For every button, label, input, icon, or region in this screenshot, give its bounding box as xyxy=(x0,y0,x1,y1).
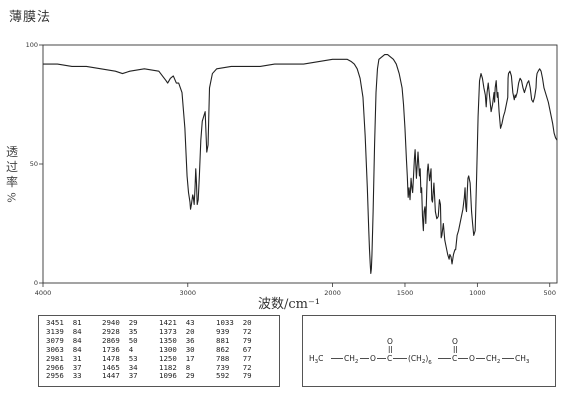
peak-row: 1350 36 xyxy=(159,335,195,345)
peak-row: 1182 8 xyxy=(159,362,191,372)
peak-row: 862 67 xyxy=(216,344,252,354)
peak-row: 2981 31 xyxy=(46,353,82,363)
peak-row: 2940 29 xyxy=(102,318,138,327)
x-tick-label: 2000 xyxy=(324,289,341,297)
formula-carbonyl-o-right: O xyxy=(452,337,458,346)
y-axis-title-char-1: 透 xyxy=(5,145,18,159)
structural-formula: H3C CH2 O C O (CH2)6 C O O CH2 CH3 xyxy=(309,337,530,366)
peak-column: 1421 43 1373 20 1350 36 1300 30 1250 17 … xyxy=(159,318,195,381)
peak-row: 592 79 xyxy=(216,371,252,381)
method-title: 薄膜法 xyxy=(9,10,52,25)
peak-row: 3079 84 xyxy=(46,335,82,345)
y-axis-title-char-3: 率 xyxy=(5,175,18,189)
y-tick-label: 0 xyxy=(34,279,38,287)
formula-h3c: H3C xyxy=(309,354,323,365)
peak-row: 2869 50 xyxy=(102,335,138,345)
y-tick-label: 100 xyxy=(26,41,38,49)
formula-carbonyl-c-left: C xyxy=(387,354,392,363)
peak-table: 3451 81 3139 84 3079 84 3063 84 2981 31 … xyxy=(38,315,280,387)
peak-row: 1447 37 xyxy=(102,371,138,381)
peak-row: 1373 20 xyxy=(159,326,195,336)
peak-column: 1033 20 939 72 881 79 862 67 788 77 739 … xyxy=(216,318,252,381)
y-axis-title-char-2: 过 xyxy=(5,160,18,174)
formula-carbonyl-o-left: O xyxy=(387,337,393,346)
peak-row: 1033 20 xyxy=(216,318,252,327)
formula-o-left: O xyxy=(370,354,376,363)
transmittance-series-line xyxy=(43,53,558,275)
peak-row: 1465 34 xyxy=(102,362,138,372)
peak-row: 739 72 xyxy=(216,362,252,372)
x-tick-label: 1500 xyxy=(397,289,414,297)
peak-row: 1421 43 xyxy=(159,318,195,327)
peak-row: 3063 84 xyxy=(46,344,82,354)
formula-ch3: CH3 xyxy=(515,354,530,365)
peak-row: 881 79 xyxy=(216,335,252,345)
x-axis-title: 波数/cm⁻¹ xyxy=(258,297,321,312)
peak-row: 939 72 xyxy=(216,326,252,336)
formula-ch2-right: CH2 xyxy=(486,354,500,365)
peak-row: 788 77 xyxy=(216,353,252,363)
peak-column: 3451 81 3139 84 3079 84 3063 84 2981 31 … xyxy=(46,318,82,381)
peak-column: 2940 29 2928 35 2869 50 1736 4 1478 53 1… xyxy=(102,318,138,381)
peak-row: 1478 53 xyxy=(102,353,138,363)
peak-row: 1300 30 xyxy=(159,344,195,354)
peak-row: 1096 29 xyxy=(159,371,195,381)
x-tick-label: 3000 xyxy=(180,289,197,297)
peak-row: 3451 81 xyxy=(46,318,82,327)
formula-o-right: O xyxy=(469,354,475,363)
y-axis-title: 透 过 率 % xyxy=(2,145,22,205)
y-tick-label: 50 xyxy=(30,160,38,168)
x-tick-label: 4000 xyxy=(35,289,52,297)
x-tick-label: 500 xyxy=(544,289,556,297)
peak-row: 1250 17 xyxy=(159,353,195,363)
formula-ch2-left: CH2 xyxy=(344,354,358,365)
formula-chain: (CH2)6 xyxy=(408,354,432,366)
formula-carbonyl-c-right: C xyxy=(452,354,457,363)
x-tick-label: 1000 xyxy=(469,289,486,297)
structural-formula-box: H3C CH2 O C O (CH2)6 C O O CH2 CH3 xyxy=(302,315,556,387)
peak-row: 3139 84 xyxy=(46,326,82,336)
peak-row: 1736 4 xyxy=(102,344,134,354)
peak-row: 2956 33 xyxy=(46,371,82,381)
peak-row: 2966 37 xyxy=(46,362,82,372)
peak-row: 2928 35 xyxy=(102,326,138,336)
